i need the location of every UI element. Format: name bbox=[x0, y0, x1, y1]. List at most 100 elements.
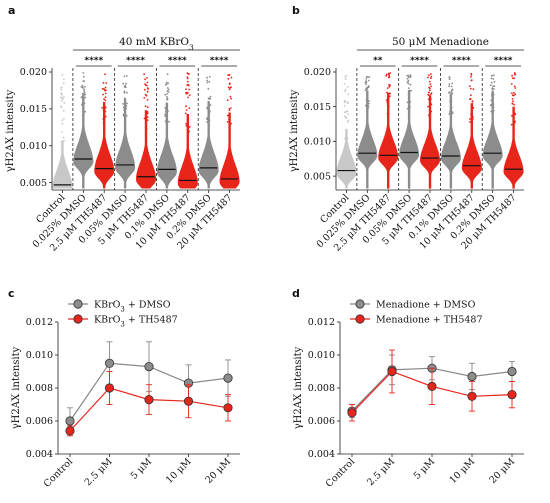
panel-b-violin-outlier bbox=[514, 113, 517, 116]
panel-a-violin-outlier bbox=[146, 119, 149, 122]
panel-b-violin-outlier bbox=[510, 83, 513, 85]
panel-d-point bbox=[427, 381, 437, 391]
panel-a-violin-outlier bbox=[63, 118, 65, 120]
panel-b-violin-outlier bbox=[492, 74, 495, 77]
panel-b-violin-outlier bbox=[492, 93, 495, 96]
panel-b-violin-outlier bbox=[386, 104, 389, 107]
panel-a-violin-outlier bbox=[166, 98, 169, 101]
panel-a-violin-outlier bbox=[166, 87, 169, 89]
panel-a-violin-outlier bbox=[165, 108, 167, 111]
panel-a-violin-outlier bbox=[143, 88, 146, 91]
panel-a-violin-outlier bbox=[188, 88, 191, 91]
panel-b-violin-outlier bbox=[385, 73, 388, 76]
panel-c-x-tick-label: 2.5 μM bbox=[83, 456, 115, 488]
panel-a-violin-outlier bbox=[81, 102, 84, 105]
panel-a-violin-outlier bbox=[226, 114, 229, 117]
panel-b-violin-outlier bbox=[490, 74, 493, 77]
panel-a-violin-outlier bbox=[145, 84, 148, 87]
panel-a-violin-outlier bbox=[123, 75, 126, 78]
panel-b-violin-outlier bbox=[449, 111, 452, 114]
panel-d-point bbox=[467, 371, 477, 382]
panel-b-violin-outlier bbox=[470, 76, 472, 78]
panel-c-point bbox=[223, 403, 233, 413]
panel-b-violin-outlier bbox=[470, 79, 473, 82]
panel-b-violin-outlier bbox=[448, 113, 451, 115]
panel-b-violin-outlier bbox=[430, 75, 433, 78]
panel-b-violin-outlier bbox=[450, 89, 453, 92]
panel-d-x-tick-label: 10 μM bbox=[447, 456, 477, 486]
panel-a-violin-outlier bbox=[229, 107, 232, 109]
panel-a-violin-outlier bbox=[61, 119, 64, 122]
panel-a-violin-outlier bbox=[146, 87, 149, 90]
panel-c-legend-text: KBrO3 + DMSO bbox=[94, 300, 171, 314]
panel-a-violin-outlier bbox=[206, 116, 209, 119]
panel-b-violin-outlier bbox=[491, 106, 494, 109]
panel-a-violin-outlier bbox=[84, 110, 86, 113]
panel-b-violin-outlier bbox=[347, 93, 350, 95]
panel-b-violin-outlier bbox=[472, 88, 475, 91]
panel-a-violin-outlier bbox=[165, 102, 168, 104]
panel-b-violin-outlier bbox=[365, 77, 368, 80]
panel-b-y-tick-label: 0.015 bbox=[304, 102, 331, 113]
panel-b-violin-outlier bbox=[346, 86, 349, 88]
panel-b-significance: ** bbox=[373, 56, 383, 66]
panel-b-significance: **** bbox=[452, 56, 471, 66]
panel-a-violin-outlier bbox=[165, 83, 168, 86]
panel-a-violin-outlier bbox=[186, 72, 189, 75]
panel-c-x-tick-label: Control bbox=[42, 456, 75, 489]
panel-b-violin-outlier bbox=[451, 111, 454, 114]
panel-b-violin-outlier bbox=[513, 73, 516, 76]
panel-a-violin-outlier bbox=[145, 127, 148, 130]
panel-b-violin-outlier bbox=[367, 105, 370, 108]
panel-a-violin-outlier bbox=[228, 113, 231, 116]
panel-a-violin-outlier bbox=[83, 88, 85, 91]
panel-b-violin bbox=[420, 95, 440, 189]
panel-b-violin-outlier bbox=[367, 85, 370, 87]
panel-b-violin-outlier bbox=[344, 88, 347, 91]
panel-a-violin-outlier bbox=[146, 112, 149, 115]
panel-a-violin-outlier bbox=[143, 97, 146, 99]
panel-a-header-subscript: 3 bbox=[189, 43, 194, 52]
panel-a-violin-outlier bbox=[188, 107, 191, 109]
panel-b-violin-outlier bbox=[430, 85, 432, 88]
panel-b-violin-outlier bbox=[408, 106, 411, 109]
panel-a-violin bbox=[73, 92, 94, 189]
panel-a-violin-outlier bbox=[166, 96, 168, 98]
panel-a-violin-outlier bbox=[208, 110, 211, 113]
panel-a-violin-outlier bbox=[122, 103, 124, 105]
panel-b-violin-outlier bbox=[449, 100, 451, 103]
panel-a-violin-outlier bbox=[146, 81, 149, 84]
panel-a-violin-outlier bbox=[82, 106, 85, 109]
panel-c-legend-subscript: 3 bbox=[120, 306, 124, 314]
panel-b-violin bbox=[503, 106, 524, 189]
panel-a-violin-outlier bbox=[228, 74, 231, 77]
panel-b-violin-outlier bbox=[429, 89, 431, 92]
panel-d-y-tick-label: 0.008 bbox=[308, 383, 335, 394]
panel-a-violin-outlier bbox=[164, 106, 167, 109]
panel-d-legend-text: Menadione + DMSO bbox=[376, 300, 476, 311]
panel-b-violin-outlier bbox=[368, 76, 371, 78]
panel-b-violin-outlier bbox=[513, 94, 515, 97]
panel-a-violin-outlier bbox=[228, 88, 231, 91]
panel-d-y-axis-label: γH2AX intensity bbox=[293, 346, 304, 429]
panel-a-violin-outlier bbox=[62, 109, 65, 112]
panel-b-violin-outlier bbox=[409, 74, 412, 77]
panel-b-violin-outlier bbox=[386, 87, 389, 89]
panel-a-violin-outlier bbox=[125, 82, 127, 85]
panel-a-violin-outlier bbox=[61, 93, 63, 96]
panel-a-violin-outlier bbox=[185, 88, 187, 91]
panel-b-violin-outlier bbox=[513, 77, 516, 80]
panel-a-violin-outlier bbox=[83, 80, 85, 82]
panel-b-violin-outlier bbox=[427, 91, 430, 94]
panel-b-violin-outlier bbox=[471, 118, 474, 120]
panel-c-legend-suffix: + DMSO bbox=[125, 300, 171, 311]
panel-c-point bbox=[104, 358, 115, 368]
panel-a-violin-outlier bbox=[207, 87, 210, 90]
panel-a-violin-outlier bbox=[84, 93, 87, 96]
panel-a-violin-outlier bbox=[123, 91, 126, 94]
panel-b-violin-outlier bbox=[450, 94, 453, 96]
panel-c-x-tick-label: 5 μM bbox=[129, 456, 155, 482]
panel-a-violin-outlier bbox=[226, 121, 229, 123]
panel-c-point bbox=[104, 383, 115, 393]
panel-d-point bbox=[467, 391, 477, 401]
